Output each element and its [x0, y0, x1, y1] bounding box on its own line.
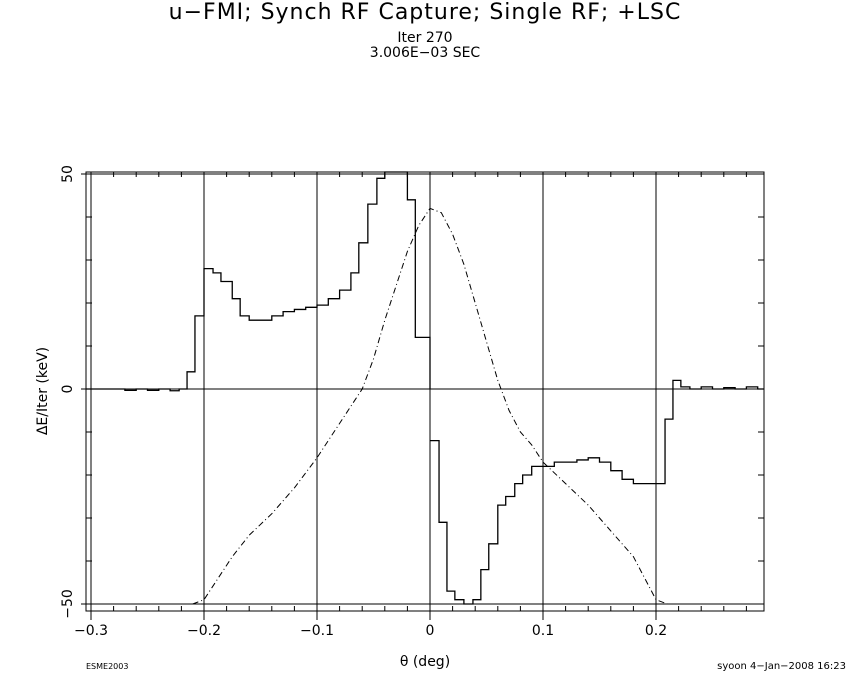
separatrix-series: [192, 207, 668, 605]
footer-stamp: syoon 4−Jan−2008 16:23: [717, 661, 846, 672]
x-tick-label: −0.1: [300, 623, 334, 639]
x-tick-label: −0.3: [74, 623, 108, 639]
y-tick-label: −50: [60, 589, 76, 619]
x-axis-label: θ (deg): [400, 654, 450, 670]
y-axis-label: ΔE/Iter (keV): [35, 347, 51, 435]
chart-title: u−FMI; Synch RF Capture; Single RF; +LSC: [168, 0, 682, 25]
axis-ticks: [81, 172, 764, 620]
histogram-series-2: [430, 379, 764, 605]
x-tick-label: 0.1: [532, 623, 554, 639]
y-tick-label: 50: [60, 165, 76, 183]
x-tick-label: −0.2: [187, 623, 221, 639]
y-tick-label: 0: [60, 385, 76, 394]
tick-labels: −0.3 −0.2 −0.1 0 0.1 0.2 −50 0 50: [60, 165, 667, 639]
grid-lines: [86, 172, 764, 611]
histogram-series-1: [86, 171, 431, 392]
x-tick-label: 0.2: [645, 623, 667, 639]
plot-frame: [85, 171, 765, 612]
data-series: [86, 171, 764, 605]
time-label: 3.006E−03 SEC: [369, 45, 481, 61]
iteration-label: Iter 270: [397, 30, 453, 46]
x-tick-label: 0: [426, 623, 435, 639]
footer-code: ESME2003: [86, 662, 129, 671]
